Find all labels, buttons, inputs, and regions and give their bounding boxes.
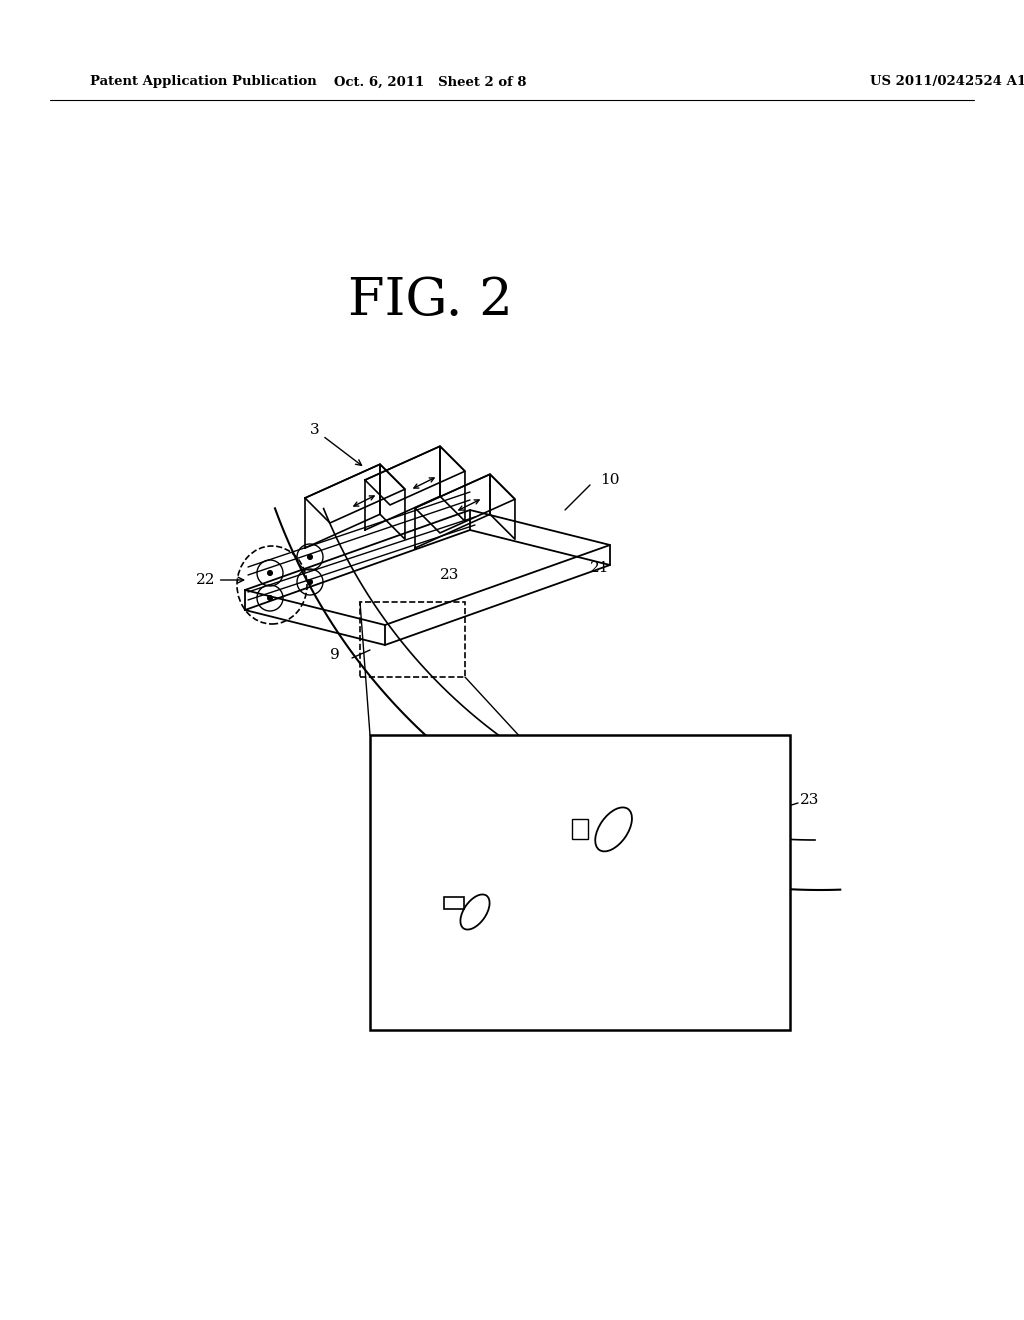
Circle shape: [267, 570, 272, 576]
Text: Patent Application Publication: Patent Application Publication: [90, 75, 316, 88]
Text: 22: 22: [196, 573, 244, 587]
Circle shape: [307, 579, 312, 585]
Bar: [360, 602, 465, 677]
Text: 24: 24: [381, 952, 426, 977]
Text: US 2011/0242524 A1: US 2011/0242524 A1: [870, 75, 1024, 88]
Bar: [572, 820, 588, 840]
Text: 21: 21: [590, 561, 609, 576]
Circle shape: [267, 595, 272, 601]
Text: 3: 3: [310, 422, 361, 466]
Bar: [370, 735, 790, 1030]
Text: FIG. 2: FIG. 2: [347, 275, 512, 326]
Text: 20: 20: [490, 966, 510, 987]
Text: 25: 25: [580, 968, 599, 982]
Circle shape: [307, 554, 312, 560]
Text: Oct. 6, 2011   Sheet 2 of 8: Oct. 6, 2011 Sheet 2 of 8: [334, 75, 526, 88]
Text: 10: 10: [600, 473, 620, 487]
Text: 23: 23: [440, 568, 460, 582]
Text: 9: 9: [331, 648, 340, 663]
Text: 23: 23: [800, 793, 819, 807]
